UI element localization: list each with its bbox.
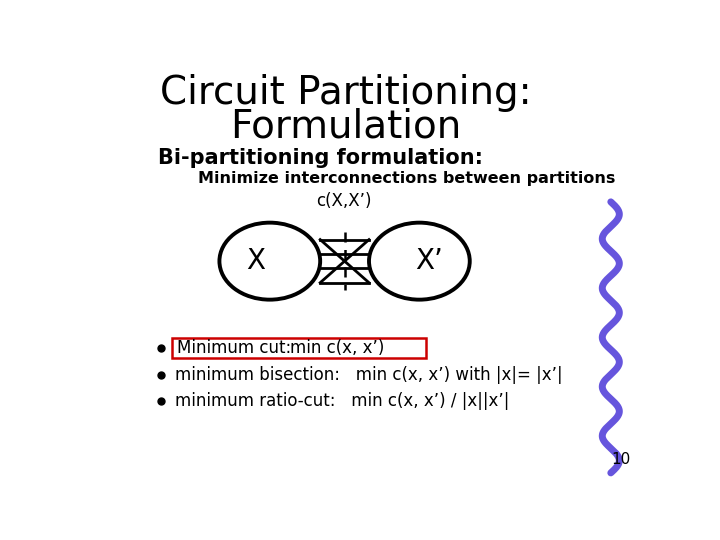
Text: Circuit Partitioning:: Circuit Partitioning: [160,74,531,112]
Text: X: X [246,247,266,275]
Text: Formulation: Formulation [230,107,462,145]
Text: minimum ratio-cut:   min c(x, x’) / |x||x’|: minimum ratio-cut: min c(x, x’) / |x||x’… [175,392,510,410]
Text: min c(x, x’): min c(x, x’) [290,339,384,357]
Text: 10: 10 [612,452,631,467]
Text: Minimize interconnections between partitions: Minimize interconnections between partit… [199,171,616,186]
Ellipse shape [369,222,469,300]
Text: X’: X’ [415,247,443,275]
Text: c(X,X’): c(X,X’) [317,192,372,210]
Text: minimum bisection:   min c(x, x’) with |x|= |x’|: minimum bisection: min c(x, x’) with |x|… [175,366,563,384]
Ellipse shape [220,222,320,300]
Text: Minimum cut:: Minimum cut: [177,339,291,357]
Text: Bi-partitioning formulation:: Bi-partitioning formulation: [158,148,483,168]
